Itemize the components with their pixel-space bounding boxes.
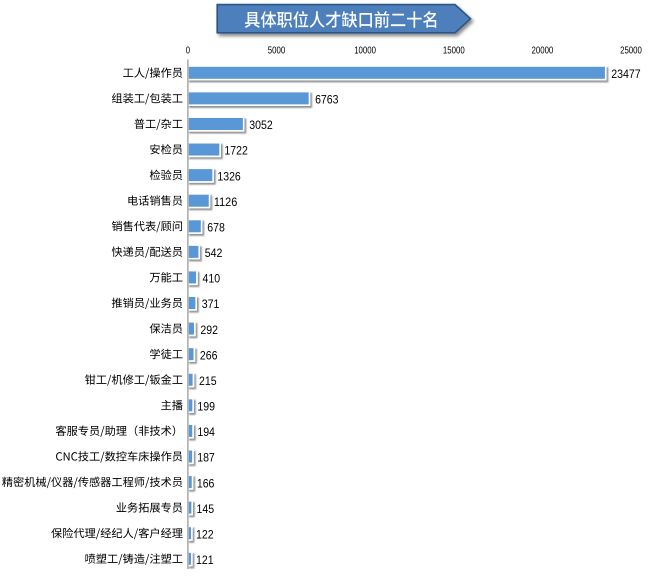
svg-text:145: 145 (196, 502, 214, 516)
svg-text:6763: 6763 (315, 93, 339, 107)
svg-text:266: 266 (200, 348, 218, 362)
svg-text:678: 678 (207, 220, 225, 234)
svg-text:292: 292 (200, 323, 218, 337)
svg-text:410: 410 (202, 272, 220, 286)
svg-text:166: 166 (197, 476, 215, 490)
svg-text:3052: 3052 (249, 118, 273, 132)
svg-text:1722: 1722 (224, 144, 248, 158)
svg-text:187: 187 (197, 451, 215, 465)
svg-text:215: 215 (199, 374, 217, 388)
svg-text:15000: 15000 (443, 46, 465, 57)
svg-text:1326: 1326 (217, 169, 241, 183)
svg-text:23477: 23477 (611, 67, 640, 81)
svg-text:10000: 10000 (354, 46, 376, 57)
svg-text:122: 122 (196, 527, 214, 541)
svg-text:20000: 20000 (532, 46, 554, 57)
svg-text:1126: 1126 (214, 195, 238, 209)
svg-text:0: 0 (186, 46, 191, 57)
svg-text:199: 199 (197, 400, 215, 414)
svg-text:121: 121 (196, 553, 214, 567)
svg-text:542: 542 (205, 246, 223, 260)
svg-text:194: 194 (197, 425, 215, 439)
svg-text:371: 371 (202, 297, 220, 311)
svg-text:25000: 25000 (620, 46, 642, 57)
svg-text:5000: 5000 (268, 46, 286, 57)
